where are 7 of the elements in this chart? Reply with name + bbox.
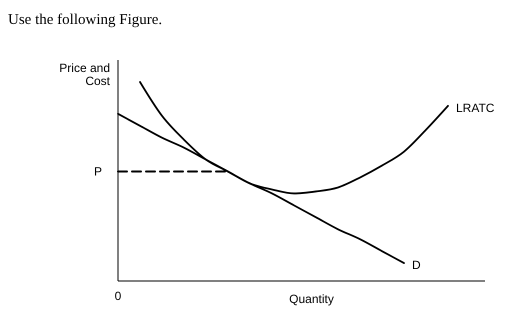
- series-label: LRATC: [456, 100, 495, 115]
- x-axis-title: Quantity: [289, 292, 334, 306]
- text: 0: [114, 289, 122, 303]
- chart-title: Use the following Figure.: [8, 12, 162, 28]
- text: P: [94, 164, 102, 179]
- series-label: D: [412, 258, 421, 272]
- y-axis-title: Price and Cost: [59, 61, 111, 88]
